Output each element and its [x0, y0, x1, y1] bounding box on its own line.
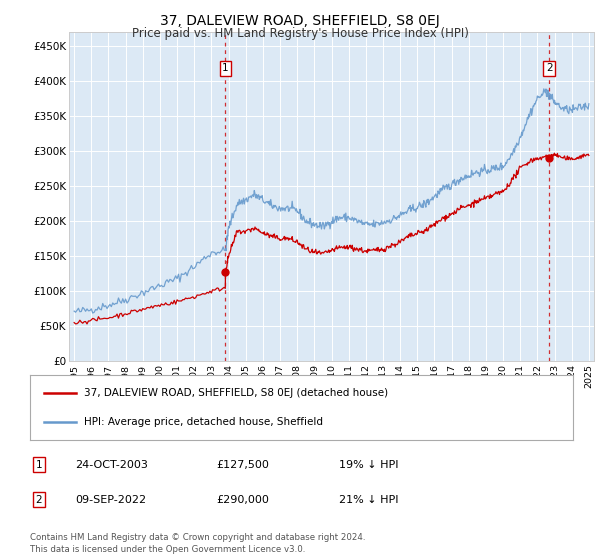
- Text: 24-OCT-2003: 24-OCT-2003: [75, 460, 148, 470]
- Text: £290,000: £290,000: [216, 494, 269, 505]
- Text: 2: 2: [35, 494, 43, 505]
- Text: 21% ↓ HPI: 21% ↓ HPI: [339, 494, 398, 505]
- Text: 2: 2: [546, 63, 553, 73]
- Text: 1: 1: [35, 460, 43, 470]
- Text: 09-SEP-2022: 09-SEP-2022: [75, 494, 146, 505]
- Text: 37, DALEVIEW ROAD, SHEFFIELD, S8 0EJ: 37, DALEVIEW ROAD, SHEFFIELD, S8 0EJ: [160, 14, 440, 28]
- Text: 19% ↓ HPI: 19% ↓ HPI: [339, 460, 398, 470]
- Text: 37, DALEVIEW ROAD, SHEFFIELD, S8 0EJ (detached house): 37, DALEVIEW ROAD, SHEFFIELD, S8 0EJ (de…: [85, 388, 388, 398]
- Text: Price paid vs. HM Land Registry's House Price Index (HPI): Price paid vs. HM Land Registry's House …: [131, 27, 469, 40]
- Text: £127,500: £127,500: [216, 460, 269, 470]
- Text: HPI: Average price, detached house, Sheffield: HPI: Average price, detached house, Shef…: [85, 417, 323, 427]
- Text: Contains HM Land Registry data © Crown copyright and database right 2024.
This d: Contains HM Land Registry data © Crown c…: [30, 533, 365, 554]
- Text: 1: 1: [222, 63, 229, 73]
